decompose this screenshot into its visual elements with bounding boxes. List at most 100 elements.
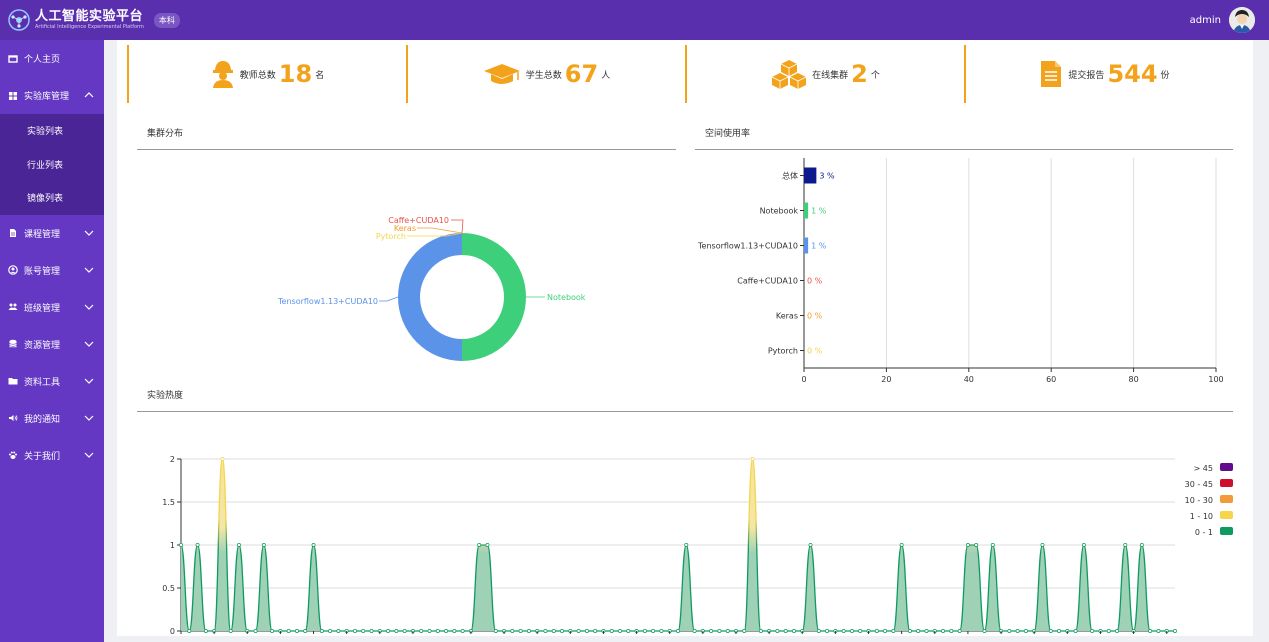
area-point[interactable] [526, 629, 531, 633]
legend-swatch[interactable] [1220, 463, 1233, 471]
area-point[interactable] [485, 543, 490, 547]
sidebar-subitem-industry-list[interactable]: 行业列表 [27, 160, 64, 171]
area-point[interactable] [576, 629, 581, 633]
area-point[interactable] [659, 629, 664, 633]
area-point[interactable] [493, 629, 498, 633]
bar-notebook[interactable] [804, 202, 809, 219]
area-point[interactable] [874, 629, 879, 633]
area-point[interactable] [974, 543, 979, 547]
sidebar-item-tools[interactable]: 资料工具 [0, 363, 104, 400]
sidebar-subitem-lab-list[interactable]: 实验列表 [27, 127, 64, 138]
area-point[interactable] [609, 629, 614, 633]
area-point[interactable] [419, 629, 424, 633]
area-point[interactable] [1015, 629, 1020, 633]
donut-slice-tensorflow1-13-cuda10[interactable] [397, 233, 462, 361]
area-point[interactable] [361, 629, 366, 633]
sidebar-subitem-image-list[interactable]: 镜像列表 [27, 194, 64, 205]
area-point[interactable] [179, 543, 183, 547]
area-point[interactable] [328, 629, 333, 633]
area-point[interactable] [858, 629, 863, 633]
area-point[interactable] [808, 543, 813, 547]
sidebar-item-courses[interactable]: 课程管理 [0, 215, 104, 252]
area-point[interactable] [651, 629, 656, 633]
area-point[interactable] [319, 629, 324, 633]
area-point[interactable] [684, 543, 689, 547]
area-point[interactable] [941, 629, 946, 633]
sidebar-item-home[interactable]: 个人主页 [0, 40, 104, 77]
area-point[interactable] [841, 629, 846, 633]
area-point[interactable] [957, 629, 962, 633]
area-point[interactable] [427, 629, 432, 633]
area-point[interactable] [270, 629, 275, 633]
area-point[interactable] [725, 629, 730, 633]
area-point[interactable] [899, 543, 904, 547]
avatar[interactable] [1229, 7, 1255, 33]
area-point[interactable] [618, 629, 622, 633]
area-point[interactable] [775, 629, 780, 633]
area-point[interactable] [642, 629, 647, 633]
area-point[interactable] [551, 629, 556, 633]
area-point[interactable] [676, 629, 680, 633]
area-point[interactable] [311, 543, 316, 547]
area-point[interactable] [758, 629, 763, 633]
area-point[interactable] [891, 629, 896, 633]
bar--[interactable] [804, 167, 817, 184]
area-point[interactable] [286, 629, 291, 633]
donut-slice-notebook[interactable] [462, 233, 527, 361]
area-point[interactable] [303, 629, 308, 633]
legend-swatch[interactable] [1220, 479, 1233, 487]
area-point[interactable] [228, 629, 233, 633]
area-point[interactable] [220, 457, 225, 461]
area-point[interactable] [924, 629, 929, 633]
area-point[interactable] [717, 629, 722, 633]
area-point[interactable] [261, 543, 266, 547]
sidebar-item-classes[interactable]: 班级管理 [0, 289, 104, 326]
area-point[interactable] [1148, 629, 1153, 633]
area-point[interactable] [1057, 629, 1061, 633]
sidebar-item-notifications[interactable]: 我的通知 [0, 400, 104, 437]
area-point[interactable] [783, 629, 788, 633]
area-point[interactable] [709, 629, 714, 633]
sidebar-item-about[interactable]: 关于我们 [0, 437, 104, 474]
area-point[interactable] [187, 629, 192, 633]
area-point[interactable] [816, 629, 821, 633]
area-point[interactable] [1023, 629, 1028, 633]
area-point[interactable] [1123, 543, 1128, 547]
area-point[interactable] [1040, 543, 1045, 547]
bar-tensorflow1-13-cuda10[interactable] [804, 237, 809, 254]
area-point[interactable] [237, 543, 241, 547]
area-point[interactable] [1081, 543, 1086, 547]
area-point[interactable] [402, 629, 407, 633]
area-point[interactable] [295, 629, 299, 633]
area-point[interactable] [1106, 629, 1111, 633]
area-point[interactable] [907, 629, 912, 633]
area-point[interactable] [394, 629, 399, 633]
area-point[interactable] [369, 629, 374, 633]
area-point[interactable] [965, 543, 970, 547]
area-point[interactable] [477, 543, 482, 547]
area-point[interactable] [460, 629, 465, 633]
area-point[interactable] [792, 629, 796, 633]
area-point[interactable] [1048, 629, 1053, 633]
legend-swatch[interactable] [1220, 495, 1233, 503]
area-point[interactable] [825, 629, 830, 633]
area-point[interactable] [1115, 629, 1119, 633]
area-point[interactable] [1139, 543, 1144, 547]
area-point[interactable] [444, 629, 449, 633]
area-point[interactable] [916, 629, 921, 633]
area-point[interactable] [518, 629, 523, 633]
area-point[interactable] [435, 629, 440, 633]
area-point[interactable] [883, 629, 888, 633]
area-point[interactable] [1156, 629, 1161, 633]
area-point[interactable] [203, 629, 208, 633]
area-point[interactable] [560, 629, 564, 633]
area-point[interactable] [336, 629, 341, 633]
area-point[interactable] [352, 629, 357, 633]
area-point[interactable] [253, 629, 258, 633]
area-point[interactable] [1090, 629, 1095, 633]
legend-swatch[interactable] [1220, 527, 1233, 535]
area-point[interactable] [593, 629, 598, 633]
area-point[interactable] [1007, 629, 1012, 633]
area-point[interactable] [990, 543, 995, 547]
area-point[interactable] [543, 629, 548, 633]
